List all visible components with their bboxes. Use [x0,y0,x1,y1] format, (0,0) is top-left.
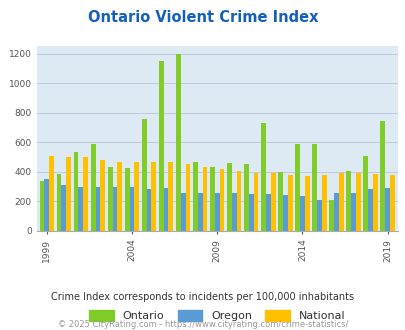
Bar [180,193,185,231]
Bar [112,187,117,231]
Bar [40,182,44,231]
Bar [294,144,299,231]
Bar [350,193,355,231]
Bar [379,121,384,231]
Bar [90,144,95,231]
Bar [57,174,61,231]
Bar [44,179,49,231]
Bar [389,175,394,231]
Bar [248,194,253,231]
Bar [362,156,367,231]
Bar [260,123,265,231]
Bar [355,173,360,231]
Bar [372,174,377,231]
Bar [277,172,282,231]
Bar [129,187,134,231]
Bar [74,152,78,231]
Bar [185,164,190,231]
Bar [265,194,270,231]
Bar [270,173,275,231]
Bar [345,171,350,231]
Bar [226,163,231,231]
Bar [333,193,338,231]
Bar [253,173,258,231]
Bar [304,176,309,231]
Bar [316,200,321,231]
Text: © 2025 CityRating.com - https://www.cityrating.com/crime-statistics/: © 2025 CityRating.com - https://www.city… [58,320,347,329]
Bar [287,175,292,231]
Bar [124,168,129,231]
Bar [231,193,236,231]
Bar [311,144,316,231]
Bar [107,167,112,231]
Bar [384,188,389,231]
Bar [236,171,241,231]
Bar [141,119,146,231]
Bar [78,187,83,231]
Bar [163,188,168,231]
Bar [49,156,54,231]
Bar [202,167,207,231]
Bar [100,160,105,231]
Bar [282,195,287,231]
Bar [158,61,163,231]
Bar [367,189,372,231]
Bar [83,157,88,231]
Bar [168,162,173,231]
Bar [219,169,224,231]
Bar [117,162,122,231]
Bar [175,54,180,231]
Bar [321,175,326,231]
Bar [338,173,343,231]
Text: Ontario Violent Crime Index: Ontario Violent Crime Index [87,10,318,25]
Bar [197,193,202,231]
Bar [192,162,197,231]
Bar [61,185,66,231]
Bar [95,187,100,231]
Bar [214,193,219,231]
Bar [151,161,156,231]
Bar [328,200,333,231]
Legend: Ontario, Oregon, National: Ontario, Oregon, National [86,307,347,325]
Bar [299,196,304,231]
Text: Crime Index corresponds to incidents per 100,000 inhabitants: Crime Index corresponds to incidents per… [51,292,354,302]
Bar [66,157,71,231]
Bar [146,189,151,231]
Bar [209,167,214,231]
Bar [243,164,248,231]
Bar [134,162,139,231]
